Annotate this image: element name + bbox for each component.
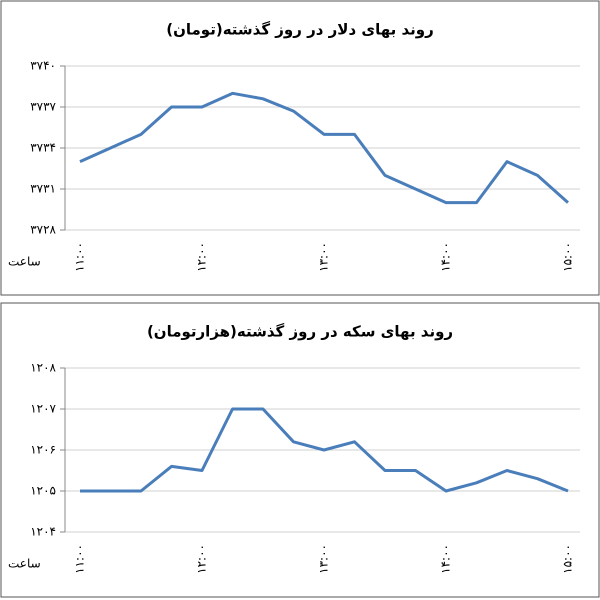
x-tick-label: ۱۱:۰۰ — [73, 242, 87, 272]
x-tick-label: ۱۵:۰۰ — [561, 242, 575, 272]
panel-border — [0, 0, 600, 296]
y-tick-label: ۱۲۰۴ — [30, 525, 56, 539]
chart-title: روند بهای سکه در روز گذشته(هزارتومان) — [147, 323, 453, 341]
y-tick-label: ۳۷۴۰ — [30, 59, 56, 73]
x-tick-label: ۱۵:۰۰ — [561, 544, 575, 574]
chart-title: روند بهای دلار در روز گذشته(تومان) — [166, 21, 434, 39]
x-tick-label: ۱۲:۰۰ — [195, 242, 209, 272]
x-tick-label: ۱۱:۰۰ — [73, 544, 87, 574]
x-axis-label: ساعت — [8, 557, 41, 571]
chart-panel: روند بهای دلار در روز گذشته(تومان) ۳۷۲۸ ۳۷… — [0, 0, 600, 296]
x-tick-label: ۱۴:۰۰ — [439, 544, 453, 574]
y-tick-label: ۳۷۳۴ — [30, 141, 56, 155]
y-tick-label: ۱۲۰۷ — [30, 402, 56, 416]
y-tick-label: ۳۷۳۷ — [30, 100, 56, 114]
data-line — [79, 91, 570, 205]
panel-border — [0, 302, 600, 598]
x-tick-label: ۱۴:۰۰ — [439, 242, 453, 272]
y-tick-label: ۳۷۲۸ — [30, 223, 56, 237]
y-tick-label: ۳۷۳۱ — [30, 182, 56, 196]
x-axis-label: ساعت — [8, 255, 41, 269]
y-tick-label: ۱۲۰۶ — [30, 443, 56, 457]
y-tick-label: ۱۲۰۵ — [30, 484, 56, 498]
x-tick-label: ۱۳:۰۰ — [317, 242, 331, 272]
data-line — [80, 407, 569, 493]
x-tick-label: ۱۲:۰۰ — [195, 544, 209, 574]
chart-panel: روند بهای سکه در روز گذشته(هزارتومان) ۱۲۰… — [0, 302, 600, 598]
x-tick-label: ۱۳:۰۰ — [317, 544, 331, 574]
y-tick-label: ۱۲۰۸ — [30, 361, 56, 375]
